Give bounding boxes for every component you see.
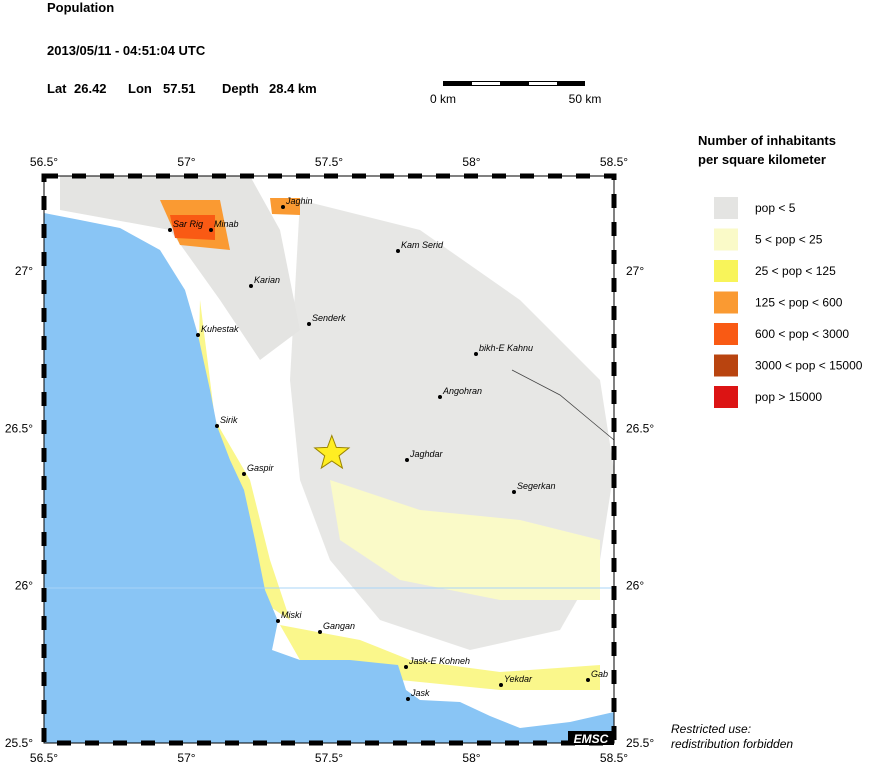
legend-label: 5 < pop < 25: [755, 233, 823, 247]
credit: EMSC: [574, 732, 609, 746]
map-frame-line: [43, 175, 615, 744]
city-label: Jask: [410, 688, 430, 698]
city-dot: [249, 284, 253, 288]
legend-label: 600 < pop < 3000: [755, 327, 849, 341]
depth-value: 28.4 km: [269, 81, 317, 96]
city-label: Kuhestak: [201, 324, 239, 334]
legend-swatch: [714, 323, 738, 345]
city-dot: [196, 333, 200, 337]
datetime: 2013/05/11 - 04:51:04 UTC: [47, 43, 206, 58]
city-label: Miski: [281, 610, 302, 620]
depth-label: Depth: [222, 81, 259, 96]
city-dot: [586, 678, 590, 682]
lat-label: 25.5°: [626, 736, 654, 750]
legend-title: Number of inhabitants: [698, 133, 836, 148]
lat-value: 26.42: [74, 81, 107, 96]
map-body: [44, 176, 614, 743]
lon-label: 56.5°: [30, 751, 58, 765]
scale-end: 50 km: [569, 92, 602, 106]
legend-label: 3000 < pop < 15000: [755, 359, 863, 373]
lat-label: 26.5°: [626, 421, 654, 435]
city-label: Sar Rig: [173, 219, 203, 229]
city-label: Angohran: [442, 386, 482, 396]
legend-title: per square kilometer: [698, 152, 826, 167]
city-dot: [281, 205, 285, 209]
city-dot: [318, 630, 322, 634]
city-label: Jaghin: [285, 196, 313, 206]
lat-label: 27°: [15, 264, 33, 278]
city-label: bikh-E Kahnu: [479, 343, 533, 353]
city-label: Jaghdar: [409, 449, 444, 459]
legend-label: 25 < pop < 125: [755, 264, 836, 278]
lon-label: 57.5°: [315, 751, 343, 765]
city-label: Yekdar: [504, 674, 533, 684]
city-label: Kam Serid: [401, 240, 444, 250]
city-dot: [209, 228, 213, 232]
legend-swatch: [714, 354, 738, 377]
city-dot: [404, 665, 408, 669]
city-dot: [474, 352, 478, 356]
city-dot: [438, 395, 442, 399]
city-dot: [307, 322, 311, 326]
legend-swatch: [714, 228, 738, 251]
legend-swatch: [714, 291, 738, 314]
city-label: Minab: [214, 219, 239, 229]
credit-box: [568, 731, 614, 745]
city-dot: [512, 490, 516, 494]
lat-label: 26°: [15, 579, 33, 593]
lon-value: 57.51: [163, 81, 196, 96]
lon-label: 56.5°: [30, 155, 58, 169]
lat-label: 26.5°: [5, 421, 33, 435]
city-dot: [396, 249, 400, 253]
lat-label: 26°: [626, 579, 644, 593]
city-label: Segerkan: [517, 481, 556, 491]
lon-label: 58°: [462, 751, 480, 765]
city-dot: [215, 424, 219, 428]
epicenter: [313, 434, 351, 470]
legend-swatch: [714, 386, 738, 408]
lon-label: Lon: [128, 81, 152, 96]
scale-bar: 0 km 50 km: [430, 81, 601, 106]
city-dot: [499, 683, 503, 687]
legend-swatch: [714, 260, 738, 282]
title: Population: [47, 0, 114, 15]
lon-label: 57.5°: [315, 155, 343, 169]
lat-label: 25.5°: [5, 736, 33, 750]
legend-swatch: [714, 197, 738, 219]
city-dot: [168, 228, 172, 232]
legend-label: 125 < pop < 600: [755, 296, 843, 310]
scale-start: 0 km: [430, 92, 456, 106]
city-dot: [276, 619, 280, 623]
city-label: Gab: [591, 669, 608, 679]
lon-label: 57°: [177, 751, 195, 765]
lon-label: 58.5°: [600, 155, 628, 169]
city-dot: [405, 458, 409, 462]
city-label: Karian: [254, 275, 280, 285]
lat-label: Lat: [47, 81, 67, 96]
lat-label: 27°: [626, 264, 644, 278]
city-dot: [406, 697, 410, 701]
city-label: Sirik: [220, 415, 238, 425]
city-dot: [242, 472, 246, 476]
notice: Restricted use:: [671, 722, 751, 736]
notice: redistribution forbidden: [671, 737, 793, 751]
lon-label: 57°: [177, 155, 195, 169]
legend-label: pop > 15000: [755, 390, 822, 404]
city-label: Gaspir: [247, 463, 275, 473]
lon-label: 58.5°: [600, 751, 628, 765]
city-label: Senderk: [312, 313, 346, 323]
city-label: Gangan: [323, 621, 355, 631]
lon-label: 58°: [462, 155, 480, 169]
city-label: Jask-E Kohneh: [408, 656, 470, 666]
legend-label: pop < 5: [755, 201, 796, 215]
